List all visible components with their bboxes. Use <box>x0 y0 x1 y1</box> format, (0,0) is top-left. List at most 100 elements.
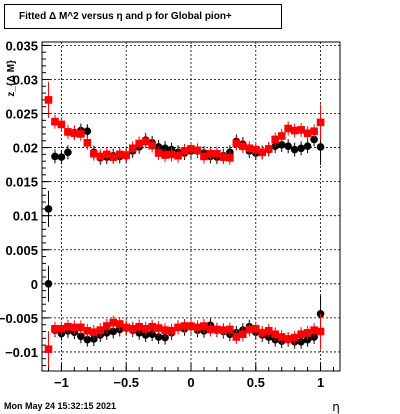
data-point <box>70 323 79 332</box>
data-point <box>102 150 111 159</box>
data-point <box>213 149 221 158</box>
data-point <box>174 151 182 160</box>
axes: −1 −0.5 0 0.5 1 0.035 0.03 0.025 0.02 0.015 0.01 0.… <box>0 38 335 390</box>
data-point <box>297 337 305 346</box>
y-tick-label: 0.025 <box>5 107 38 122</box>
data-point <box>167 150 176 159</box>
data-point <box>290 145 299 154</box>
data-point <box>115 320 124 328</box>
data-point <box>310 326 318 334</box>
y-tick-label: −0.01 <box>5 345 38 360</box>
data-point <box>277 141 286 149</box>
data-point <box>187 322 195 330</box>
data-point <box>258 329 267 337</box>
data-point <box>154 324 163 332</box>
y-tick-label: −0.005 <box>0 311 38 326</box>
grid-lines <box>42 42 340 371</box>
data-point <box>310 127 318 136</box>
data-point <box>44 280 53 288</box>
x-tick-label: 0.5 <box>247 375 265 390</box>
data-point <box>83 127 92 136</box>
data-point <box>316 118 325 127</box>
data-point <box>148 322 156 331</box>
data-point <box>245 144 254 153</box>
data-point <box>277 132 286 140</box>
data-point <box>109 327 118 336</box>
data-point <box>77 130 85 138</box>
data-point <box>83 327 92 335</box>
data-point <box>90 149 98 158</box>
data-point <box>290 333 299 342</box>
data-point <box>200 322 208 330</box>
data-point <box>251 324 260 333</box>
data-point <box>148 141 156 150</box>
data-point <box>161 326 169 334</box>
data-point <box>251 145 260 154</box>
data-point <box>284 124 292 133</box>
data-point <box>226 153 234 162</box>
data-point <box>264 327 273 335</box>
data-point <box>44 96 53 104</box>
data-point <box>226 325 234 334</box>
data-point <box>115 150 124 159</box>
data-point <box>290 126 299 135</box>
data-point <box>206 149 215 158</box>
data-point <box>83 335 92 344</box>
data-point <box>167 327 176 335</box>
data-point <box>258 148 267 157</box>
data-point <box>193 323 202 332</box>
data-point <box>316 327 325 336</box>
data-point <box>141 324 150 333</box>
data-point <box>141 137 150 146</box>
data-point <box>193 146 202 155</box>
data-point <box>51 324 59 333</box>
data-point <box>64 148 72 157</box>
data-point <box>109 318 118 327</box>
data-point <box>83 139 92 147</box>
data-point <box>219 153 228 161</box>
data-point <box>206 325 215 334</box>
data-point <box>245 325 254 334</box>
y-tick-label: 0.03 <box>13 72 38 87</box>
data-point <box>122 151 131 159</box>
x-tick-label: −0.5 <box>113 375 139 390</box>
data-point <box>284 142 292 151</box>
data-point <box>77 323 85 332</box>
y-tick-label: 0.02 <box>13 141 38 156</box>
x-axis-label: η <box>332 400 340 414</box>
timestamp: Mon May 24 15:32:15 2021 <box>4 401 117 411</box>
x-tick-label: 0 <box>187 375 194 390</box>
data-point <box>109 153 118 161</box>
data-point <box>239 330 247 339</box>
data-point <box>57 324 66 333</box>
y-tick-label: 0.01 <box>13 209 38 224</box>
data-point <box>271 135 280 144</box>
data-point <box>51 117 59 126</box>
data-point <box>200 152 208 161</box>
chart-title: Fitted Δ M^2 versus η and p for Global p… <box>4 4 282 29</box>
data-point <box>297 330 305 339</box>
data-point <box>297 144 305 153</box>
data-point <box>310 135 318 144</box>
data-point <box>122 323 131 332</box>
y-tick-label: 0.035 <box>5 38 38 53</box>
data-point <box>51 152 59 161</box>
data-point <box>64 322 72 331</box>
data-point <box>154 149 163 157</box>
data-point <box>135 139 143 148</box>
data-point <box>161 151 169 159</box>
x-tick-label: −1 <box>54 375 69 390</box>
data-points <box>44 81 325 368</box>
data-point <box>148 330 156 339</box>
data-point <box>239 142 247 151</box>
data-point <box>96 326 105 334</box>
data-point <box>77 332 85 341</box>
data-point <box>128 144 137 153</box>
y-tick-label: 0.015 <box>5 175 38 190</box>
y-axis-label: z_{Δ M} <box>6 60 17 97</box>
data-point <box>213 325 221 334</box>
data-point <box>57 120 66 129</box>
data-point <box>174 323 182 332</box>
data-point <box>303 129 312 138</box>
